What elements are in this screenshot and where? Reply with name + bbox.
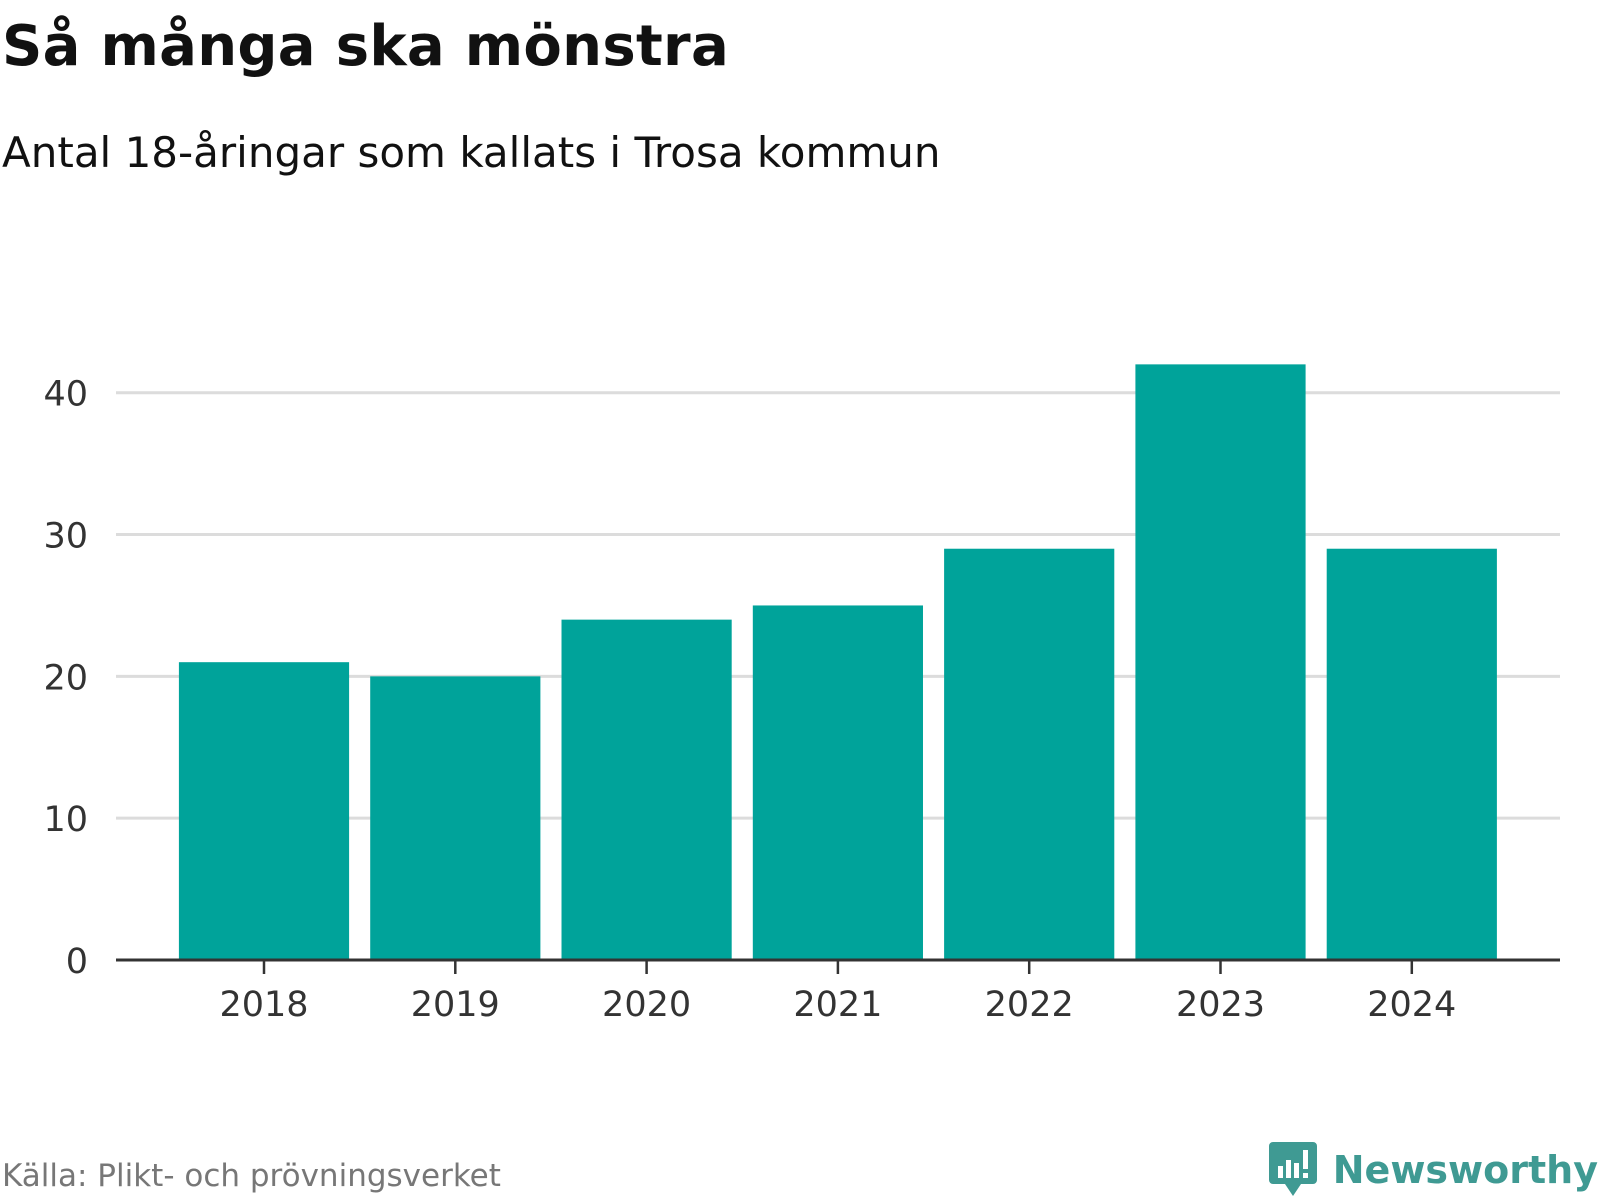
- brand-name: Newsworthy: [1332, 1148, 1598, 1192]
- x-tick-label: 2018: [219, 985, 308, 1025]
- chart-subtitle: Antal 18-åringar som kallats i Trosa kom…: [2, 128, 941, 177]
- newsworthy-logo-icon: [1268, 1142, 1317, 1196]
- bar-2018: [178, 662, 350, 960]
- bar-2020: [561, 619, 732, 960]
- chart-title: Så många ska mönstra: [2, 14, 730, 79]
- bar-2024: [1326, 548, 1497, 960]
- bar-2019: [370, 676, 541, 960]
- x-tick-label: 2020: [602, 985, 691, 1025]
- x-tick-label: 2023: [1176, 985, 1265, 1025]
- axes: 0 10 20 30 40 2018 2019 2020 2021 2022 2023 2024: [43, 375, 1560, 1025]
- y-tick-label: 30: [43, 517, 88, 557]
- bar-2022: [944, 548, 1115, 960]
- y-tick-label: 20: [43, 658, 88, 698]
- y-tick-label: 0: [66, 942, 88, 982]
- x-tick-label: 2022: [985, 985, 1074, 1025]
- bar-2021: [752, 605, 923, 960]
- x-tick-label: 2024: [1367, 985, 1456, 1025]
- bar-2023: [1135, 364, 1306, 960]
- y-tick-label: 10: [43, 800, 88, 840]
- source-note: Källa: Plikt- och prövningsverket: [2, 1158, 501, 1194]
- y-tick-label: 40: [43, 375, 88, 415]
- bars: [178, 364, 1497, 960]
- brand-logo: Newsworthy: [1267, 1140, 1598, 1200]
- x-tick-label: 2019: [411, 985, 500, 1025]
- x-tick-label: 2021: [793, 985, 882, 1025]
